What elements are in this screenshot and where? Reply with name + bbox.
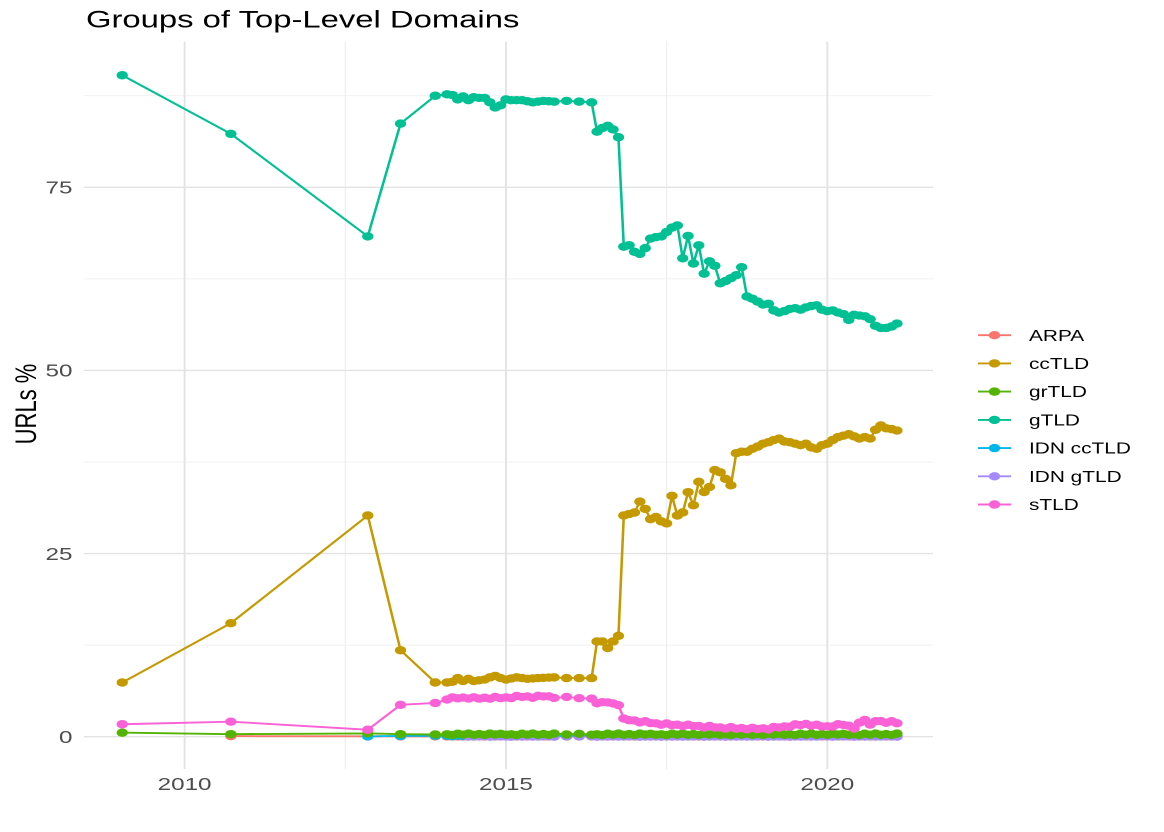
svg-text:URLs %: URLs % bbox=[9, 364, 43, 445]
svg-text:IDN ccTLD: IDN ccTLD bbox=[1029, 439, 1131, 457]
svg-text:sTLD: sTLD bbox=[1029, 496, 1079, 514]
svg-text:2015: 2015 bbox=[479, 774, 533, 794]
svg-text:grTLD: grTLD bbox=[1029, 383, 1087, 401]
svg-text:gTLD: gTLD bbox=[1029, 411, 1080, 429]
svg-text:75: 75 bbox=[46, 178, 73, 198]
svg-text:Groups of Top-Level Domains: Groups of Top-Level Domains bbox=[86, 6, 519, 33]
svg-text:ARPA: ARPA bbox=[1029, 326, 1085, 344]
svg-text:ccTLD: ccTLD bbox=[1029, 355, 1089, 373]
svg-text:2010: 2010 bbox=[158, 774, 212, 794]
svg-text:25: 25 bbox=[46, 544, 73, 564]
svg-text:IDN gTLD: IDN gTLD bbox=[1029, 468, 1122, 486]
svg-text:0: 0 bbox=[59, 727, 73, 747]
svg-text:2020: 2020 bbox=[800, 774, 854, 794]
svg-text:50: 50 bbox=[46, 361, 73, 381]
